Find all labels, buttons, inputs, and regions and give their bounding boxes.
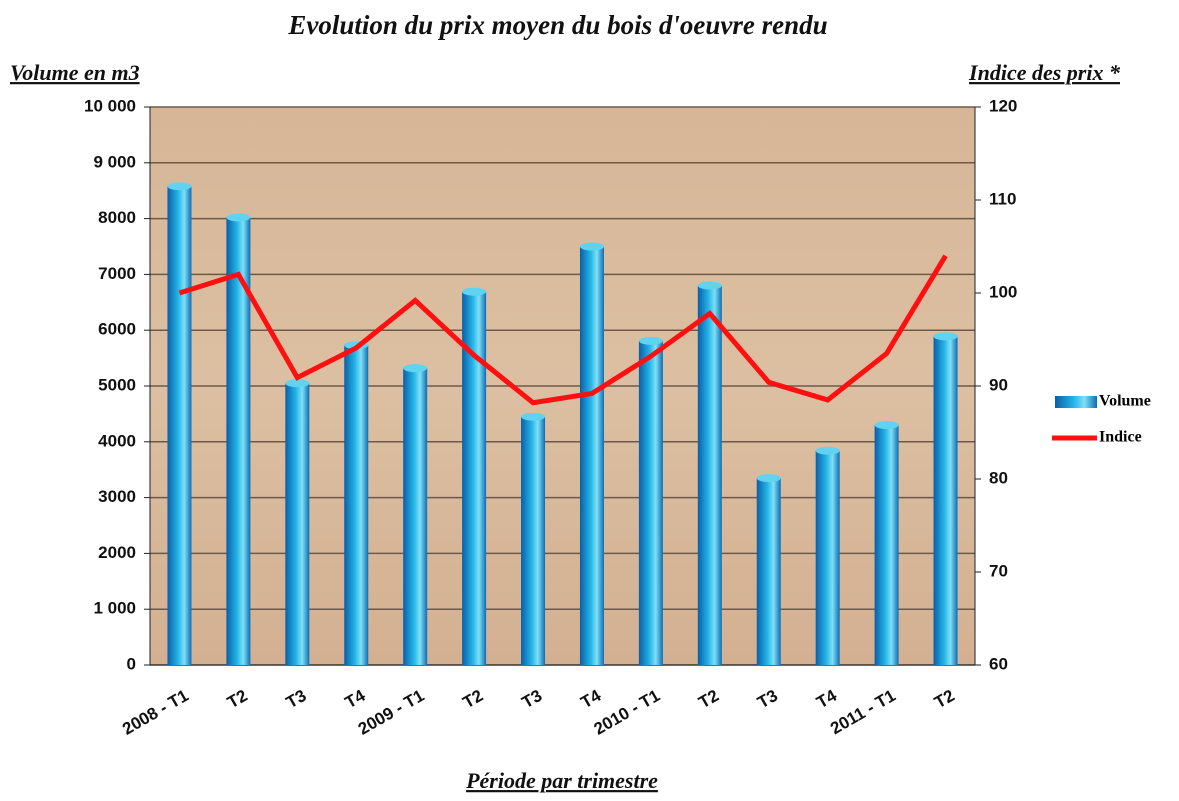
y-tick-label: 8000 — [98, 208, 136, 227]
y2-tick-label: 100 — [989, 282, 1017, 301]
x-tick-label: 2008 - T1 — [119, 686, 192, 739]
y-tick-label: 1 000 — [93, 599, 136, 618]
chart-title: Evolution du prix moyen du bois d'oeuvre… — [287, 10, 827, 40]
bar — [875, 425, 899, 665]
bar-cap — [167, 182, 191, 190]
x-tick-label: T2 — [931, 686, 958, 712]
bar — [816, 451, 840, 665]
legend-label: Volume — [1099, 393, 1151, 410]
bar — [934, 336, 958, 665]
y2-tick-label: 70 — [989, 561, 1008, 580]
bar-cap — [698, 282, 722, 290]
y-axis-title: Volume en m3 — [10, 60, 140, 85]
bar-cap — [934, 332, 958, 340]
legend-label: Indice — [1099, 429, 1142, 446]
y-tick-label: 4000 — [98, 431, 136, 450]
bar — [521, 417, 545, 665]
y-tick-label: 5000 — [98, 375, 136, 394]
bar — [580, 247, 604, 666]
y2-axis-title: Indice des prix * — [968, 60, 1121, 85]
bar — [639, 341, 663, 665]
bar-cap — [757, 474, 781, 482]
x-tick-label: T4 — [813, 686, 840, 713]
x-tick-label: T3 — [519, 686, 546, 712]
y2-tick-label: 110 — [989, 189, 1016, 208]
x-tick-label: T3 — [283, 686, 310, 712]
y-tick-label: 0 — [127, 654, 136, 673]
bar — [167, 186, 191, 665]
bar-cap — [639, 337, 663, 345]
bar — [757, 478, 781, 665]
bar-cap — [403, 364, 427, 372]
x-tick-label: 2011 - T1 — [827, 686, 899, 738]
y-tick-label: 10 000 — [84, 96, 136, 115]
x-tick-label: T2 — [224, 686, 251, 712]
chart: Evolution du prix moyen du bois d'oeuvre… — [0, 0, 1179, 796]
bar-cap — [580, 243, 604, 251]
x-tick-label: 2009 - T1 — [355, 686, 428, 739]
bar-cap — [816, 447, 840, 455]
bar-cap — [521, 413, 545, 421]
y-tick-label: 2000 — [98, 543, 136, 562]
x-tick-label: T2 — [695, 686, 722, 712]
y-tick-label: 9 000 — [93, 152, 136, 171]
x-tick-label: T4 — [578, 686, 605, 713]
x-tick-label: T2 — [460, 686, 487, 712]
y2-tick-label: 60 — [989, 654, 1008, 673]
x-tick-label: T4 — [342, 686, 369, 713]
bar — [698, 286, 722, 665]
bar-cap — [226, 213, 250, 221]
bar — [285, 383, 309, 665]
bar — [403, 368, 427, 665]
y-tick-label: 7000 — [98, 264, 136, 283]
y-tick-label: 3000 — [98, 487, 136, 506]
x-tick-label: 2010 - T1 — [591, 686, 664, 739]
x-tick-label: T3 — [754, 686, 781, 712]
y2-tick-label: 80 — [989, 468, 1008, 487]
y-tick-label: 6000 — [98, 320, 136, 339]
x-axis-title: Période par trimestre — [465, 768, 658, 793]
bar-cap — [875, 421, 899, 429]
legend-swatch — [1055, 396, 1097, 408]
y2-tick-label: 120 — [989, 96, 1017, 115]
y2-tick-label: 90 — [989, 375, 1008, 394]
bar-cap — [462, 288, 486, 296]
bar — [344, 345, 368, 665]
